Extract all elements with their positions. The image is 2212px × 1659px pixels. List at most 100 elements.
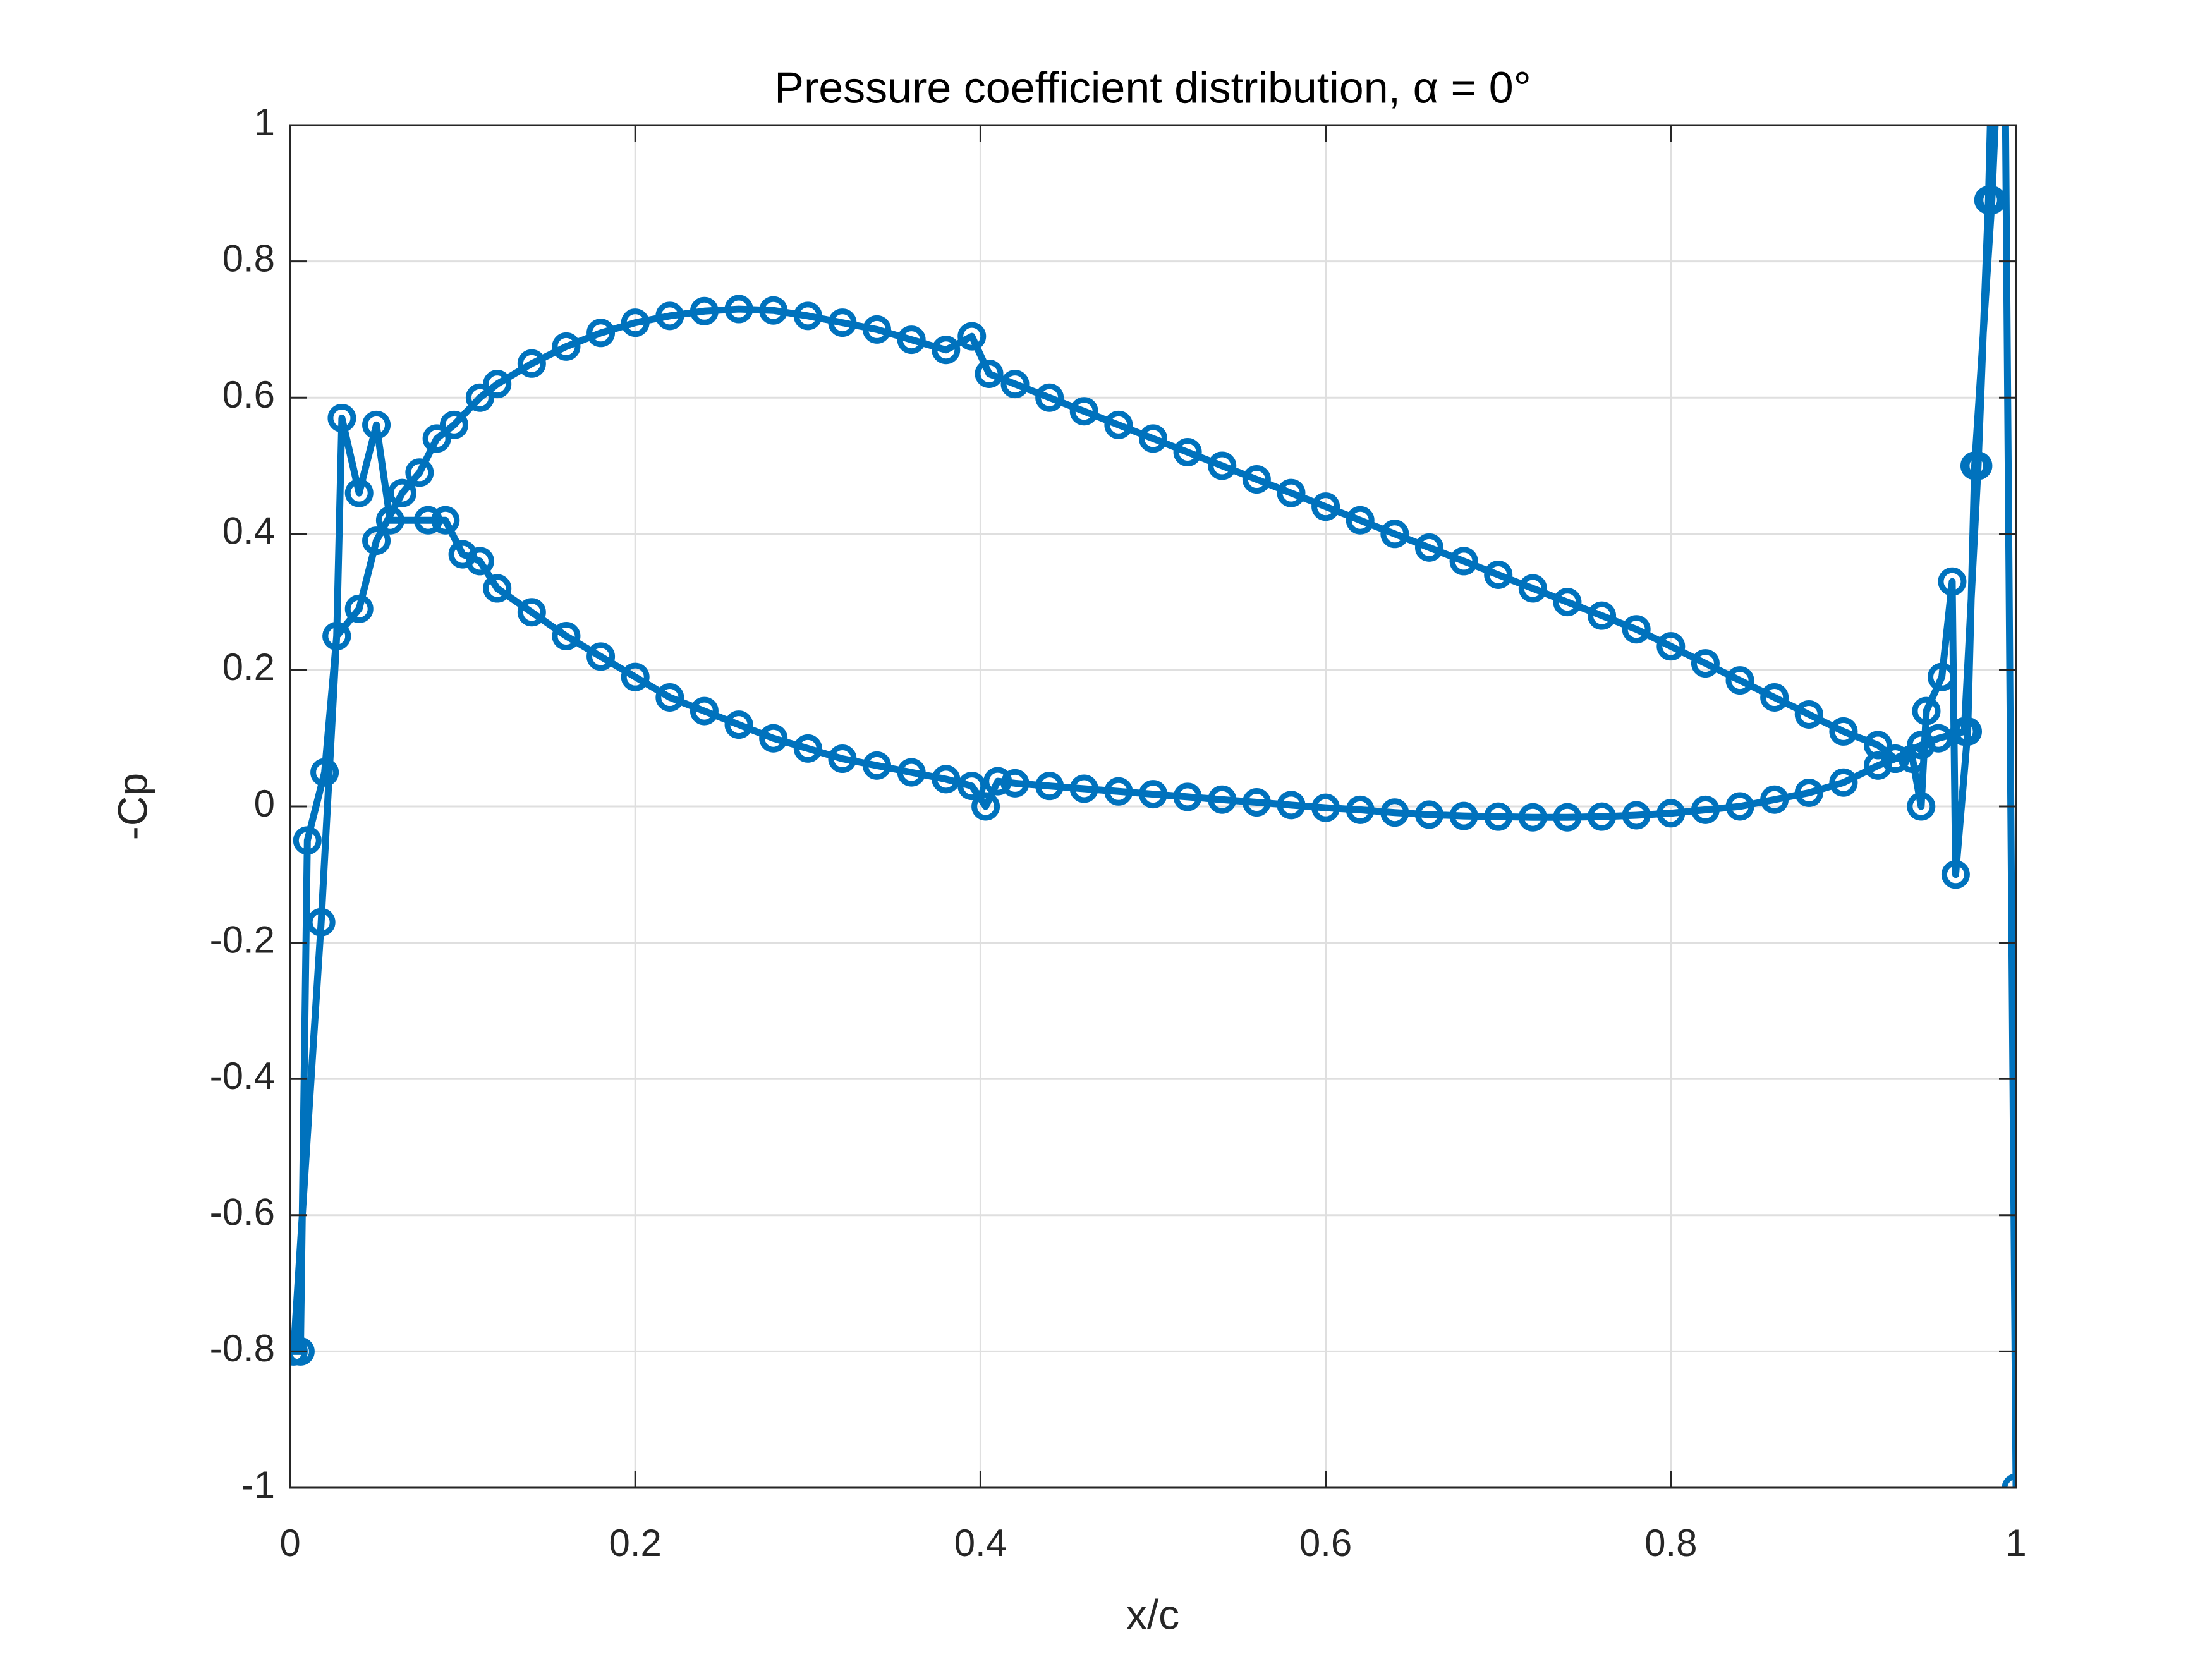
data-point xyxy=(1964,451,1993,480)
x-tick-label: 0 xyxy=(279,1522,300,1564)
data-point xyxy=(1656,632,1686,661)
chart-title: Pressure coefficient distribution, α = 0… xyxy=(774,63,1531,112)
data-point xyxy=(552,332,581,361)
data-point xyxy=(388,478,417,507)
data-point xyxy=(897,325,926,355)
x-tick-label: 0.8 xyxy=(1644,1522,1697,1564)
data-point xyxy=(1912,696,1941,726)
data-point xyxy=(1518,574,1547,603)
data-point xyxy=(1139,780,1167,809)
data-point xyxy=(828,308,857,337)
data-point xyxy=(1588,802,1617,831)
data-point xyxy=(1928,662,1957,691)
data-point xyxy=(1760,785,1789,814)
data-line xyxy=(290,125,2016,1488)
data-point xyxy=(863,751,892,780)
data-point xyxy=(1035,772,1064,801)
data-point xyxy=(1346,506,1375,535)
data-point xyxy=(1518,803,1547,832)
data-point xyxy=(1484,802,1513,831)
data-point xyxy=(586,319,616,348)
data-point xyxy=(1553,588,1582,617)
data-point xyxy=(932,336,961,365)
data-point xyxy=(1277,791,1306,820)
data-point xyxy=(971,792,1000,821)
data-point xyxy=(1622,615,1651,644)
data-point xyxy=(1449,547,1478,576)
data-point xyxy=(655,301,684,331)
data-point xyxy=(957,772,987,801)
data-point xyxy=(690,296,719,325)
data-point xyxy=(431,506,460,535)
data-point xyxy=(690,696,719,726)
data-point xyxy=(957,322,987,351)
data-point xyxy=(1311,492,1340,521)
data-point xyxy=(310,758,339,787)
data-point xyxy=(793,734,822,763)
data-point xyxy=(1941,860,1970,889)
data-point xyxy=(1864,731,1893,760)
data-point xyxy=(1242,465,1271,494)
x-tick-label: 1 xyxy=(2005,1522,2026,1564)
y-tick-label: 0.8 xyxy=(222,237,275,279)
data-point xyxy=(439,410,468,439)
ticks: 0 0.2 0.4 0.6 0.8 1 -1 -0.8 -0.6 -0.4 -0.2 0 0.2 0.4 0… xyxy=(210,101,2027,1564)
data-point xyxy=(422,424,451,453)
x-tick-label: 0.6 xyxy=(1299,1522,1352,1564)
data-point xyxy=(1414,800,1443,829)
data-point xyxy=(621,308,650,337)
data-point xyxy=(983,767,1012,796)
data-point xyxy=(362,526,391,556)
data-point xyxy=(932,765,961,794)
data-point xyxy=(1000,769,1030,798)
data-point xyxy=(344,594,374,623)
data-point xyxy=(517,349,546,378)
y-tick-label: 0 xyxy=(254,782,275,825)
data-point xyxy=(1691,795,1720,824)
data-point xyxy=(1691,649,1720,678)
data-point xyxy=(1881,744,1910,774)
data-point xyxy=(1380,520,1409,549)
data-point xyxy=(517,598,546,627)
data-point xyxy=(1311,793,1340,822)
data-point xyxy=(863,315,892,344)
data-point xyxy=(621,662,650,691)
data-point xyxy=(1069,397,1098,426)
data-point xyxy=(413,506,442,535)
data-point xyxy=(1104,410,1133,439)
data-point xyxy=(1173,437,1202,466)
y-tick-label: 0.6 xyxy=(222,374,275,416)
data-point xyxy=(1139,424,1167,453)
data-point xyxy=(1449,801,1478,830)
data-point xyxy=(1277,478,1306,507)
data-point xyxy=(1346,795,1375,824)
data-point xyxy=(483,574,512,603)
data-point xyxy=(1208,785,1237,814)
data-point xyxy=(724,295,753,324)
data-point xyxy=(448,540,477,569)
data-point xyxy=(828,744,857,774)
data-point xyxy=(405,458,434,487)
data-point xyxy=(1760,683,1789,712)
data-point xyxy=(1035,383,1064,412)
data-point xyxy=(1104,777,1133,806)
data-point xyxy=(362,410,391,439)
data-point xyxy=(1173,782,1202,811)
data-point xyxy=(975,359,1004,388)
data-point xyxy=(1656,799,1686,828)
data-point xyxy=(1924,724,1953,753)
data-point xyxy=(483,370,512,399)
data-point xyxy=(375,506,404,535)
data-point xyxy=(1829,717,1858,746)
data-point xyxy=(1725,792,1754,821)
data-point xyxy=(1829,768,1858,797)
data-point xyxy=(1553,803,1582,832)
data-point xyxy=(655,683,684,712)
data-point xyxy=(759,724,788,753)
data-point xyxy=(1938,567,1967,596)
data-point xyxy=(1484,560,1513,589)
x-tick-label: 0.4 xyxy=(954,1522,1007,1564)
data-point xyxy=(1588,601,1617,630)
